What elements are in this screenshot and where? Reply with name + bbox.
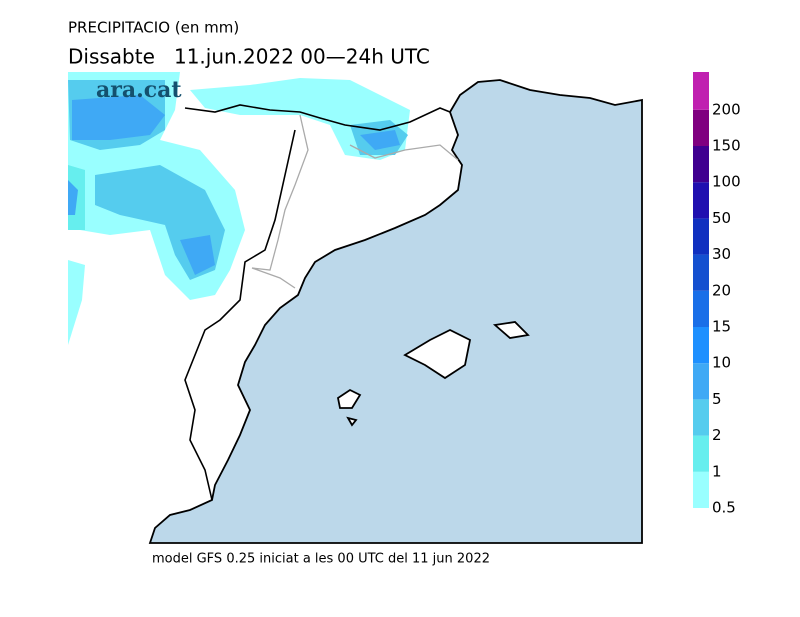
legend-label: 30 [712,245,731,263]
legend-label: 2 [712,426,722,444]
legend-swatch [693,218,709,255]
legend-swatch [693,471,709,508]
legend-swatch [693,72,709,110]
legend-label: 10 [712,354,731,372]
legend-swatch [693,363,709,400]
footer: model GFS 0.25 iniciat a les 00 UTC del … [152,552,490,567]
legend-label: 50 [712,209,731,227]
legend-swatch [693,109,709,146]
precipitation [68,72,410,345]
legend-swatch [693,290,709,327]
legend-label: 15 [712,318,731,336]
legend-swatch [693,327,709,364]
legend-label: 5 [712,390,722,408]
legend-label: 150 [712,137,741,155]
legend-label: 200 [712,100,741,118]
island [492,321,530,339]
map [68,72,643,544]
island [403,328,472,380]
legend-swatch [693,254,709,291]
subtitle: Dissabte 11.jun.2022 00—24h UTC [68,45,430,69]
legend-label: 0.5 [712,499,736,517]
legend-swatch [693,146,709,183]
legend: 0.5 1 2 5 10 15 20 30 50 100 150 200 [693,72,741,517]
legend-swatch [693,182,709,219]
legend-label: 20 [712,281,731,299]
title: PRECIPITACIO (en mm) [68,19,239,37]
logo: ara.cat [96,77,182,103]
legend-label: 100 [712,173,741,191]
legend-swatch [693,399,709,436]
legend-label: 1 [712,462,722,480]
island [336,388,362,427]
legend-swatch [693,435,709,472]
